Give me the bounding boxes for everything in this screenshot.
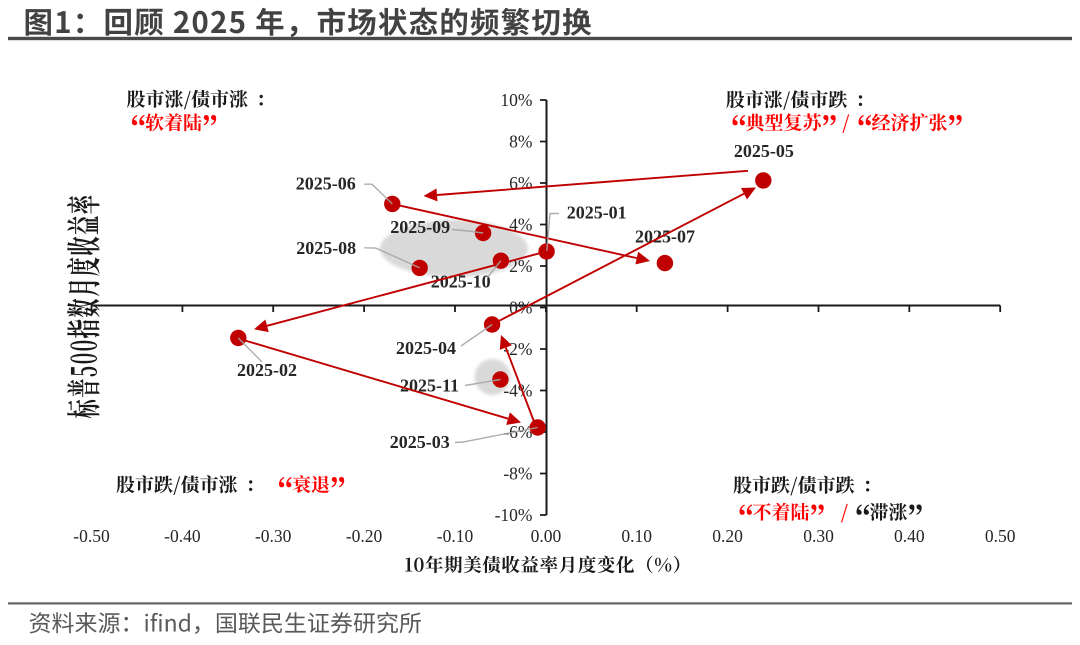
svg-text:2025-06: 2025-06 — [296, 174, 356, 194]
svg-text:-2%: -2% — [503, 339, 532, 359]
svg-text:2025-03: 2025-03 — [390, 432, 450, 452]
svg-text:0.50: 0.50 — [985, 526, 1016, 546]
svg-text:0.30: 0.30 — [803, 526, 834, 546]
svg-text:2025-11: 2025-11 — [400, 376, 459, 396]
svg-text:2025-01: 2025-01 — [567, 203, 627, 223]
svg-text:-0.10: -0.10 — [437, 526, 474, 546]
svg-text:2025-09: 2025-09 — [390, 217, 450, 237]
svg-text:-0.20: -0.20 — [346, 526, 383, 546]
svg-text:0.40: 0.40 — [894, 526, 925, 546]
svg-text:0.10: 0.10 — [621, 526, 652, 546]
svg-text:10%: 10% — [500, 90, 532, 110]
svg-text:0.00: 0.00 — [531, 526, 562, 546]
svg-text:-0.40: -0.40 — [164, 526, 201, 546]
svg-text:-0.50: -0.50 — [73, 526, 110, 546]
svg-text:-4%: -4% — [503, 380, 532, 400]
svg-text:2025-08: 2025-08 — [296, 238, 356, 258]
svg-text:4%: 4% — [509, 214, 532, 234]
svg-text:8%: 8% — [509, 131, 532, 151]
svg-text:2025-05: 2025-05 — [734, 141, 794, 161]
svg-text:2025-04: 2025-04 — [396, 338, 456, 358]
svg-text:-8%: -8% — [503, 463, 532, 483]
svg-text:2025-07: 2025-07 — [635, 227, 695, 247]
svg-text:-0.30: -0.30 — [255, 526, 292, 546]
svg-text:2025-02: 2025-02 — [237, 360, 297, 380]
svg-text:0.20: 0.20 — [712, 526, 743, 546]
svg-text:2%: 2% — [509, 256, 532, 276]
svg-text:-10%: -10% — [495, 505, 533, 525]
svg-text:2025-10: 2025-10 — [431, 272, 491, 292]
